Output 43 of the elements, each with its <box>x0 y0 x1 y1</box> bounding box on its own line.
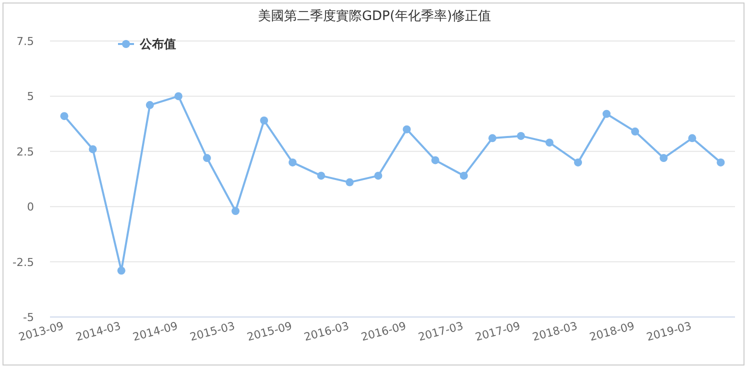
point <box>88 145 97 154</box>
point <box>60 112 68 120</box>
x-tick-label: 2014-03 <box>74 319 122 344</box>
y-tick-label: 5 <box>27 90 34 104</box>
point <box>431 156 440 164</box>
legend-label: 公布值 <box>139 37 176 51</box>
y-tick-label: 2.5 <box>16 145 34 158</box>
point <box>716 158 725 166</box>
y-tick-label: 7.5 <box>16 35 34 48</box>
x-tick-label: 2016-03 <box>302 319 350 344</box>
point <box>574 158 582 166</box>
y-tick-label: 0 <box>27 200 34 214</box>
point <box>402 125 411 134</box>
point <box>545 138 554 147</box>
x-tick-label: 2016-09 <box>360 319 408 344</box>
x-tick-label: 2015-09 <box>246 319 294 344</box>
point <box>631 128 640 136</box>
point <box>232 207 240 216</box>
x-tick-label: 2014-09 <box>131 319 180 344</box>
point <box>117 266 126 275</box>
x-tick-label: 2015-03 <box>188 319 236 344</box>
y-tick-label: -2.5 <box>12 256 34 269</box>
point <box>374 172 382 180</box>
point <box>460 172 468 180</box>
x-tick-label: 2018-03 <box>531 319 579 344</box>
x-tick-label: 2017-09 <box>474 319 522 344</box>
x-tick-label: 2017-03 <box>416 319 465 344</box>
point <box>602 110 611 118</box>
x-tick-label: 2018-09 <box>588 319 636 344</box>
x-tick-label: 2019-03 <box>645 319 693 344</box>
point <box>688 134 696 142</box>
point <box>346 178 354 186</box>
point <box>660 154 668 162</box>
point <box>288 158 297 166</box>
point <box>488 134 496 142</box>
chart-title: 美國第二季度實際GDP(年化季率)修正值 <box>258 8 492 24</box>
point <box>317 172 326 180</box>
point <box>260 116 268 124</box>
point <box>174 92 182 100</box>
point <box>146 101 154 110</box>
point <box>516 132 525 140</box>
point <box>202 154 211 162</box>
y-tick-label: -5 <box>23 311 34 324</box>
